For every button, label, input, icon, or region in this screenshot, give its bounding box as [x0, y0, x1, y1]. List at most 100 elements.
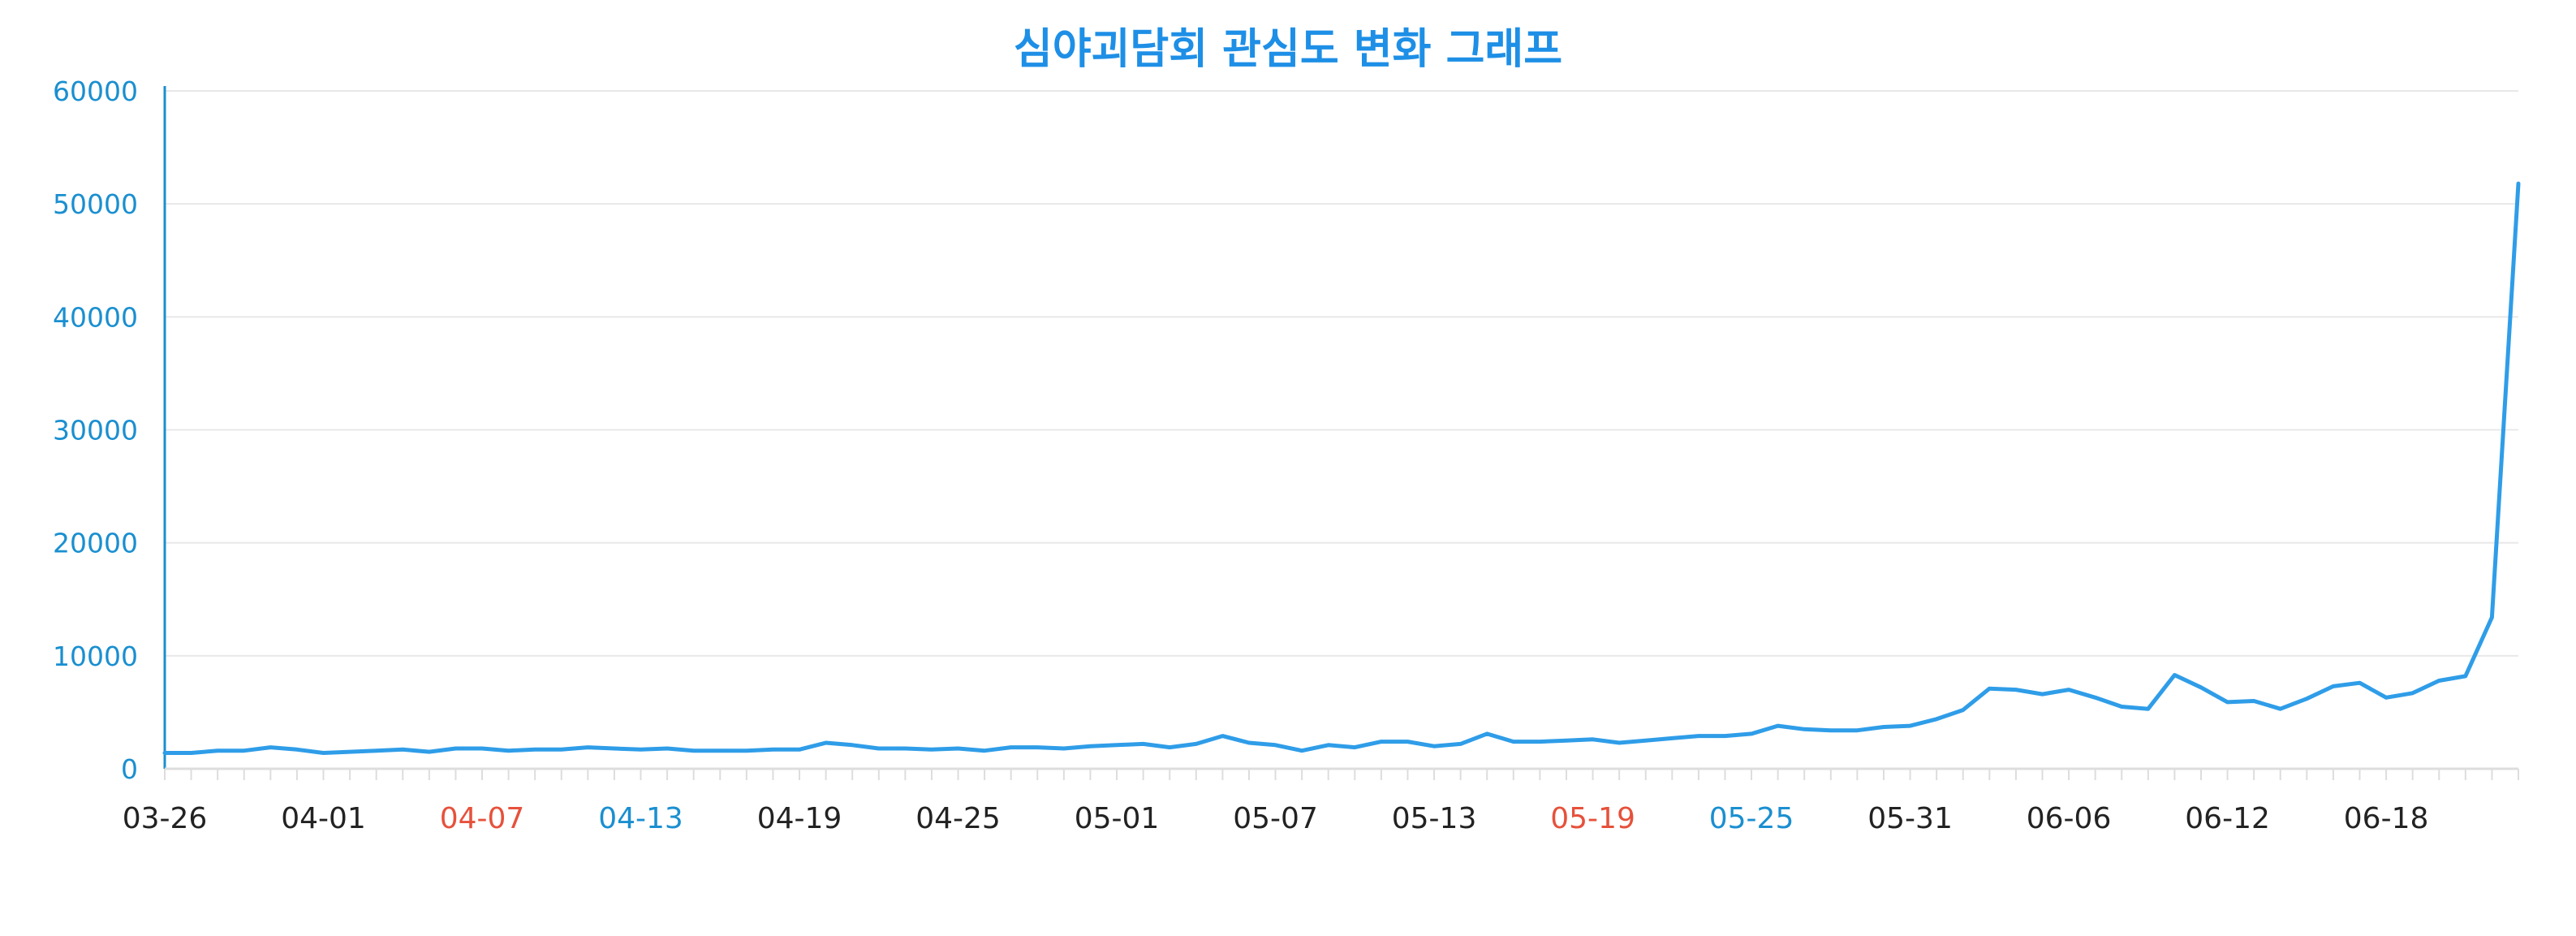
- data-point: [1458, 742, 1462, 746]
- data-point: [1776, 724, 1780, 728]
- x-tick-label: 04-07: [440, 802, 525, 835]
- data-point: [798, 748, 802, 752]
- data-point: [1141, 742, 1145, 746]
- data-point: [242, 748, 246, 753]
- data-point: [2410, 691, 2414, 695]
- data-point: [1088, 744, 1092, 748]
- data-point: [2278, 707, 2282, 711]
- data-point: [744, 748, 748, 753]
- data-point: [2490, 615, 2494, 619]
- x-tick-label: 06-12: [2185, 802, 2270, 835]
- y-tick-label: 10000: [53, 641, 138, 672]
- x-tick-label: 05-19: [1550, 802, 1635, 835]
- x-tick-label: 05-07: [1233, 802, 1318, 835]
- data-point: [1935, 717, 1939, 721]
- data-point: [1009, 745, 1013, 749]
- data-point: [851, 743, 855, 747]
- data-point: [401, 748, 405, 752]
- y-tick-label: 20000: [53, 528, 138, 559]
- data-point: [771, 748, 775, 752]
- data-point: [1168, 745, 1172, 749]
- series-line: [162, 181, 2521, 755]
- data-point: [2014, 688, 2018, 692]
- data-point: [480, 746, 485, 750]
- data-point: [2517, 182, 2520, 186]
- data-point: [2384, 696, 2389, 700]
- data-point: [1511, 740, 1515, 744]
- chart-title: 심야괴담회 관심도 변화 그래프: [1014, 25, 1562, 74]
- data-point: [1618, 740, 1622, 744]
- x-tick-label: 05-01: [1075, 802, 1160, 835]
- data-point: [983, 748, 987, 753]
- data-point: [1062, 746, 1066, 750]
- data-point: [1696, 734, 1700, 738]
- y-tick-label: 30000: [53, 415, 138, 446]
- data-point: [1273, 743, 1277, 747]
- data-point: [163, 751, 166, 755]
- data-point: [929, 748, 933, 752]
- axes: [163, 86, 2519, 780]
- data-point: [533, 748, 537, 752]
- data-point: [1988, 687, 1992, 691]
- data-point: [374, 748, 378, 753]
- data-point: [1829, 728, 1833, 732]
- data-point: [1247, 740, 1251, 744]
- y-tick-label: 60000: [53, 75, 138, 107]
- data-point: [2252, 699, 2256, 703]
- data-point: [2225, 700, 2229, 704]
- data-point: [1379, 740, 1383, 744]
- data-point: [1750, 731, 1754, 735]
- data-point: [1591, 737, 1595, 741]
- data-point: [1221, 734, 1225, 738]
- data-point: [1326, 743, 1330, 747]
- x-tick-label: 04-13: [598, 802, 683, 835]
- data-point: [639, 748, 643, 752]
- data-point: [1881, 725, 1885, 729]
- x-tick-label: 05-31: [1867, 802, 1953, 835]
- data-point: [269, 745, 273, 749]
- data-point: [2067, 688, 2071, 692]
- data-point: [189, 751, 193, 755]
- data-point: [824, 740, 828, 744]
- data-point: [1855, 728, 1859, 732]
- data-point: [1485, 731, 1489, 735]
- data-point: [956, 746, 960, 750]
- data-point: [877, 746, 881, 750]
- data-point: [612, 746, 616, 750]
- data-point: [718, 748, 722, 753]
- data-point: [2093, 696, 2097, 700]
- data-point: [295, 748, 299, 752]
- data-point: [1036, 745, 1040, 749]
- data-point: [506, 748, 510, 753]
- x-axis-ticks: 03-26 04-01 04-07 04-13 04-19 04-25 05-01 05-07…: [123, 802, 2429, 835]
- data-point: [2173, 673, 2177, 677]
- x-tick-label: 05-13: [1392, 802, 1477, 835]
- data-point: [1432, 744, 1437, 748]
- data-point: [1115, 743, 1119, 747]
- data-point: [691, 748, 696, 753]
- x-tick-label: 05-25: [1709, 802, 1794, 835]
- data-point: [1300, 748, 1304, 753]
- data-point: [903, 746, 907, 750]
- data-point: [559, 748, 563, 752]
- data-point: [348, 750, 352, 754]
- y-tick-label: 40000: [53, 301, 138, 333]
- x-tick-label: 04-01: [281, 802, 366, 835]
- data-point: [2463, 674, 2467, 678]
- x-tick-label: 04-19: [757, 802, 842, 835]
- data-point: [1564, 739, 1568, 743]
- data-point: [427, 750, 431, 754]
- gridlines: [165, 90, 2518, 657]
- data-point: [1908, 724, 1912, 728]
- x-tick-label: 03-26: [123, 802, 208, 835]
- data-point: [2305, 697, 2309, 701]
- y-tick-label: 0: [121, 753, 138, 785]
- x-tick-label: 06-06: [2027, 802, 2112, 835]
- data-point: [1538, 740, 1542, 744]
- data-point: [1643, 739, 1648, 743]
- data-point: [1803, 727, 1807, 731]
- data-point: [1353, 745, 1357, 749]
- data-point: [2437, 679, 2441, 683]
